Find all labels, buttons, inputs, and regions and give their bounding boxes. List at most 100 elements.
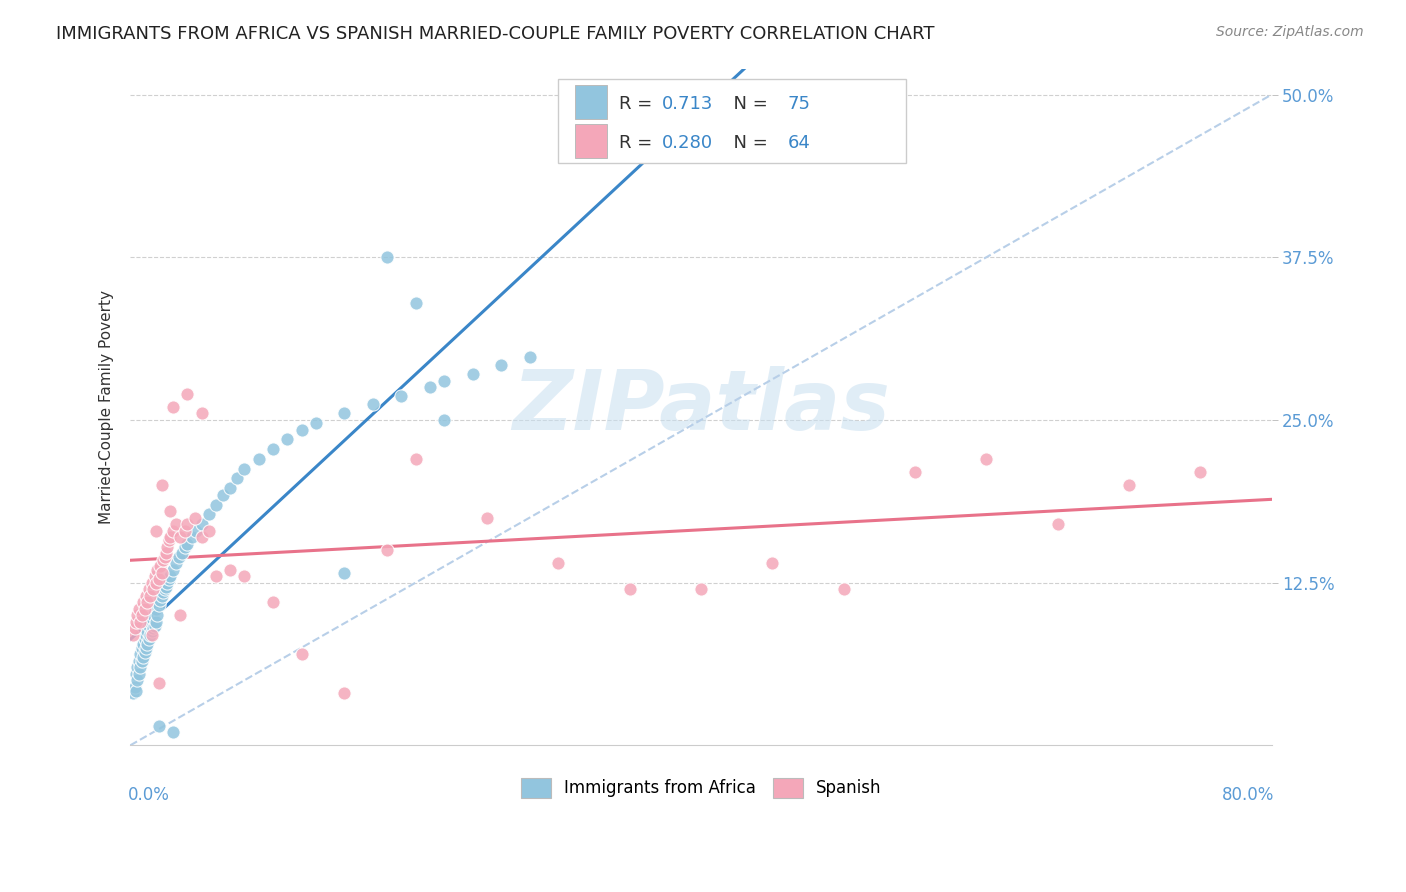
Point — [148, 719, 170, 733]
Point — [205, 498, 228, 512]
Point — [145, 575, 167, 590]
Point — [148, 572, 170, 586]
Point — [138, 582, 160, 596]
Text: 64: 64 — [787, 134, 811, 152]
Point — [136, 624, 159, 638]
Point — [162, 524, 184, 538]
Point — [131, 654, 153, 668]
Point — [132, 595, 155, 609]
Point — [131, 608, 153, 623]
Point — [127, 660, 149, 674]
Point — [131, 640, 153, 655]
Point — [157, 572, 180, 586]
Point — [290, 423, 312, 437]
Point — [183, 510, 205, 524]
Point — [212, 488, 235, 502]
Point — [333, 406, 356, 420]
Point — [173, 541, 195, 555]
Y-axis label: Married-Couple Family Poverty: Married-Couple Family Poverty — [100, 290, 114, 524]
Point — [219, 563, 242, 577]
Point — [155, 580, 177, 594]
Text: N =: N = — [721, 134, 773, 152]
Point — [141, 611, 163, 625]
Point — [389, 389, 412, 403]
Point — [135, 640, 157, 655]
Point — [143, 618, 166, 632]
Point — [169, 608, 191, 623]
Point — [141, 575, 163, 590]
Point — [127, 608, 149, 623]
Point — [129, 647, 152, 661]
Point — [176, 536, 198, 550]
Text: R =: R = — [619, 134, 658, 152]
Point — [433, 374, 456, 388]
Point — [138, 632, 160, 646]
Point — [159, 504, 181, 518]
Point — [167, 549, 190, 564]
Point — [547, 556, 569, 570]
Point — [619, 582, 641, 596]
Point — [129, 660, 152, 674]
Point — [153, 582, 176, 596]
Point — [156, 541, 179, 555]
Point — [162, 563, 184, 577]
Point — [233, 569, 256, 583]
Point — [145, 524, 167, 538]
Text: 0.0%: 0.0% — [128, 786, 170, 804]
Point — [141, 624, 163, 638]
Point — [136, 595, 159, 609]
Point — [333, 566, 356, 581]
Point — [205, 569, 228, 583]
Point — [1046, 516, 1069, 531]
Point — [141, 628, 163, 642]
FancyBboxPatch shape — [558, 78, 907, 163]
Point — [290, 647, 312, 661]
Point — [233, 462, 256, 476]
Point — [125, 683, 148, 698]
Point — [157, 533, 180, 547]
Point — [361, 397, 384, 411]
Point — [165, 516, 187, 531]
Point — [127, 673, 149, 688]
Point — [146, 608, 169, 623]
Point — [134, 644, 156, 658]
Point — [153, 549, 176, 564]
Point — [150, 478, 173, 492]
Point — [132, 649, 155, 664]
Point — [491, 358, 513, 372]
Point — [149, 558, 172, 573]
Point — [128, 601, 150, 615]
Point — [165, 556, 187, 570]
Point — [761, 556, 783, 570]
Point — [262, 442, 284, 456]
Point — [198, 507, 221, 521]
Point — [136, 637, 159, 651]
Text: 0.713: 0.713 — [662, 95, 714, 113]
Point — [198, 524, 221, 538]
Point — [128, 654, 150, 668]
Point — [142, 582, 165, 596]
Point — [135, 628, 157, 642]
Point — [150, 566, 173, 581]
Point — [162, 400, 184, 414]
Point — [142, 621, 165, 635]
Point — [433, 413, 456, 427]
Point — [226, 471, 249, 485]
Text: Source: ZipAtlas.com: Source: ZipAtlas.com — [1216, 25, 1364, 39]
Point — [405, 452, 427, 467]
Point — [247, 452, 270, 467]
Point — [475, 510, 498, 524]
Point — [143, 569, 166, 583]
Point — [122, 628, 145, 642]
Point — [125, 615, 148, 629]
Point — [134, 632, 156, 646]
Point — [162, 725, 184, 739]
Point — [419, 380, 441, 394]
Point — [375, 250, 398, 264]
Point — [159, 530, 181, 544]
Point — [139, 615, 162, 629]
Point — [155, 546, 177, 560]
Point — [150, 589, 173, 603]
Point — [139, 589, 162, 603]
Point — [152, 584, 174, 599]
